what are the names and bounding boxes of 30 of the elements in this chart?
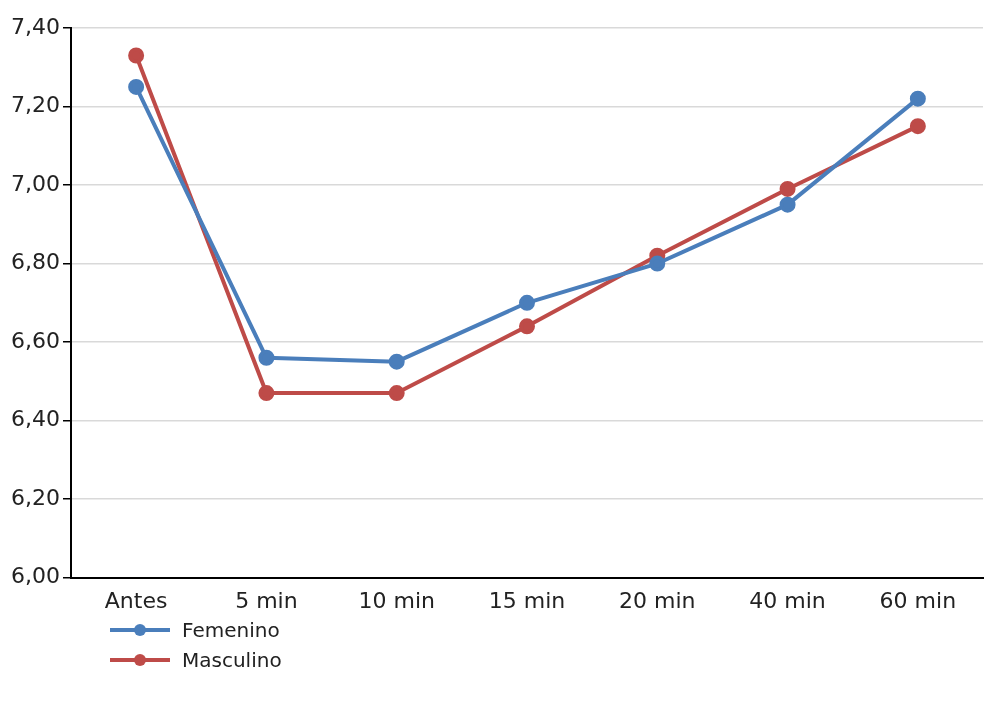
point	[518, 318, 535, 335]
point	[388, 385, 405, 402]
point	[909, 90, 926, 107]
x-tick-label: 40 min	[749, 587, 826, 613]
x-tick-label: 5 min	[235, 587, 298, 613]
point	[518, 294, 535, 311]
y-tick-label: 6,40	[11, 406, 60, 432]
x-tick-label: 10 min	[358, 587, 435, 613]
y-tick-label: 6,80	[11, 249, 60, 275]
y-tick-label: 6,00	[11, 563, 60, 589]
y-tick-label: 7,20	[11, 92, 60, 118]
y-tick-label: 6,20	[11, 484, 60, 510]
y-tick-label: 7,40	[11, 13, 60, 39]
x-tick-label: 20 min	[619, 587, 696, 613]
x-tick-label: 15 min	[488, 587, 566, 613]
point	[128, 78, 145, 95]
point	[649, 255, 666, 272]
point	[258, 385, 275, 402]
legend-label: Femenino	[182, 618, 280, 642]
point	[779, 180, 796, 197]
point	[128, 47, 145, 64]
x-tick-label: 60 min	[879, 587, 957, 613]
point	[909, 118, 926, 135]
y-tick-label: 6,60	[11, 327, 60, 353]
point	[779, 196, 796, 213]
legend-label: Masculino	[182, 648, 282, 672]
point	[258, 349, 275, 366]
y-tick-label: 7,00	[11, 170, 60, 196]
point	[388, 353, 405, 370]
x-tick-label: Antes	[104, 587, 168, 613]
